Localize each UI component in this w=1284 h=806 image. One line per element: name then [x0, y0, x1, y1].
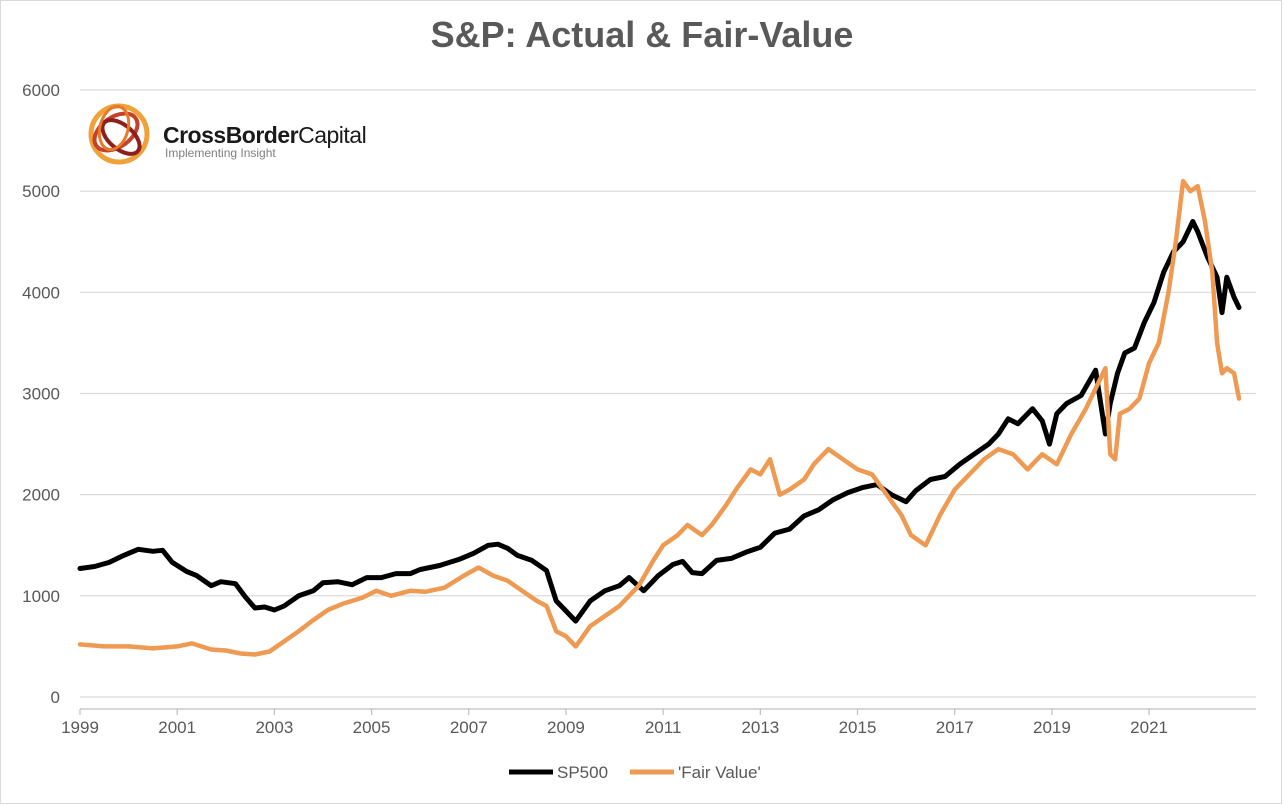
- y-tick-label: 5000: [22, 182, 60, 201]
- x-tick-label: 2021: [1130, 718, 1168, 737]
- x-axis: 1999 2001 2003 2005 2007 2009 2011 2013 2015 2017…: [61, 708, 1256, 737]
- logo-tagline: Implementing Insight: [165, 146, 276, 160]
- crossborder-logo: CrossBorderCapital Implementing Insight: [88, 103, 367, 165]
- legend-label: 'Fair Value': [678, 763, 761, 782]
- chart-title: S&P: Actual & Fair-Value: [430, 14, 854, 55]
- y-tick-label: 4000: [22, 283, 60, 302]
- y-axis: 0 1000 2000 3000 4000 5000 6000: [22, 81, 60, 707]
- y-tick-label: 6000: [22, 81, 60, 100]
- logo-name-bold: CrossBorder: [163, 122, 299, 148]
- x-tick-label: 2003: [255, 718, 293, 737]
- x-tick-label: 2015: [839, 718, 877, 737]
- x-tick-label: 2007: [450, 718, 488, 737]
- y-tick-label: 2000: [22, 486, 60, 505]
- y-tick-label: 3000: [22, 385, 60, 404]
- legend: SP500 'Fair Value': [509, 763, 761, 782]
- gridlines: [80, 89, 1256, 698]
- y-tick-label: 0: [51, 688, 60, 707]
- x-tick-label: 2019: [1033, 718, 1071, 737]
- logo-name-regular: Capital: [298, 122, 366, 148]
- series-line-sp500: [77, 219, 1242, 624]
- x-tick-label: 2001: [158, 718, 196, 737]
- x-tick-label: 2013: [741, 718, 779, 737]
- series-lines: [77, 178, 1242, 657]
- x-tick-label: 2009: [547, 718, 585, 737]
- legend-label: SP500: [557, 763, 608, 782]
- x-tick-label: 2005: [353, 718, 391, 737]
- logo-name: CrossBorderCapital: [163, 122, 366, 148]
- x-tick-label: 2011: [645, 718, 682, 737]
- x-tick-label: 1999: [61, 718, 99, 737]
- y-tick-label: 1000: [22, 587, 60, 606]
- x-tick-label: 2017: [936, 718, 974, 737]
- series-line-fair-value: [77, 178, 1242, 657]
- logo-mark-icon: [88, 103, 150, 165]
